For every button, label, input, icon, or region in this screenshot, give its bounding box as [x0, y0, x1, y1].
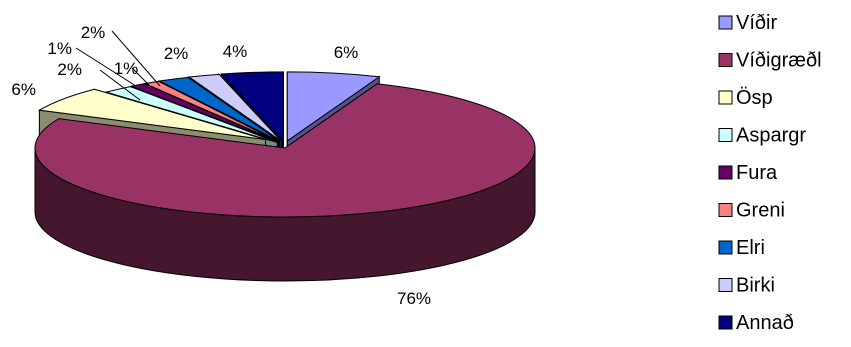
data-label-greni: 1% [114, 59, 139, 78]
slice-víðir [286, 71, 381, 142]
slice-víðigræðl [34, 83, 536, 218]
slice-elri [157, 76, 281, 142]
data-label-annað: 4% [223, 42, 248, 61]
slice-greni [143, 80, 280, 143]
slice-ösp [37, 88, 266, 141]
leader-line-fura [75, 47, 137, 87]
legend-label-annað: Annað [736, 312, 794, 334]
legend-swatch-víðigræðl [718, 53, 733, 67]
legend-label-fura: Fura [736, 162, 778, 184]
slice-aspargr [104, 86, 278, 143]
data-label-víðigræðl: 76% [397, 289, 431, 308]
legend-swatch-víðir [718, 15, 733, 30]
data-label-fura: 1% [47, 39, 72, 58]
legend: Víðir Víðigræðl Ösp Aspargr Fura Greni Elri Bir… [718, 12, 822, 334]
data-label-aspargr: 2% [57, 60, 82, 79]
data-label-elri: 2% [164, 44, 189, 63]
slice-birki [187, 73, 282, 142]
legend-label-elri: Elri [736, 237, 765, 259]
leader-line-greni [131, 67, 151, 87]
legend-swatch-greni [718, 203, 733, 217]
legend-label-aspargr: Aspargr [736, 125, 806, 147]
legend-label-ösp: Ösp [736, 87, 773, 109]
slice-annað [220, 71, 284, 143]
legend-swatch-ösp [718, 90, 733, 105]
leader-lines [75, 30, 161, 101]
legend-swatch-birki [718, 278, 733, 292]
legend-swatch-aspargr [718, 128, 733, 142]
legend-swatch-elri [718, 240, 733, 255]
data-label-víðir: 6% [334, 43, 359, 62]
legend-label-víðigræðl: Víðigræðl [736, 50, 822, 72]
leader-line-aspargr [99, 69, 141, 101]
data-labels: 6% 76% 6% 2% 1% 1% 2% 2% 4% [11, 23, 431, 308]
legend-label-víðir: Víðir [736, 12, 777, 34]
data-label-birki: 2% [81, 23, 106, 42]
legend-label-greni: Greni [736, 200, 785, 222]
pie-tops [34, 71, 536, 218]
data-label-ösp: 6% [11, 80, 36, 99]
legend-swatch-annað [718, 315, 733, 330]
legend-swatch-fura [718, 165, 733, 180]
legend-label-birki: Birki [736, 275, 775, 297]
leader-line-birki [111, 30, 161, 87]
